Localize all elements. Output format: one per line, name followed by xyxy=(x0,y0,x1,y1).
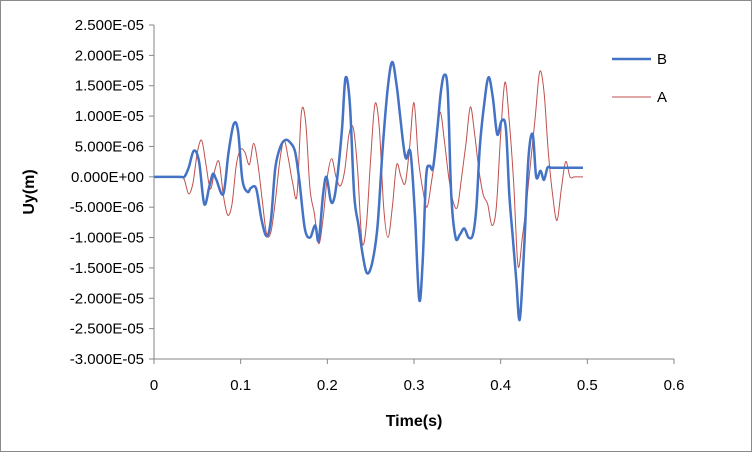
x-tick-label: 0.3 xyxy=(404,377,425,394)
series-layer xyxy=(153,60,583,322)
y-tick-label: -3.000E-05 xyxy=(70,351,144,368)
x-tick-label: 0 xyxy=(150,377,158,394)
legend-b-label: B xyxy=(657,51,667,68)
y-tick-label: 1.500E-05 xyxy=(75,78,144,95)
legend-a-label: A xyxy=(657,89,667,106)
y-tick-label: 2.000E-05 xyxy=(75,47,144,64)
series-a-line xyxy=(153,70,583,268)
x-tick-label: 0.5 xyxy=(577,377,598,394)
y-tick-label: -2.500E-05 xyxy=(70,321,144,338)
x-tick-label: 0.1 xyxy=(230,377,251,394)
y-axis-title: Uy(m) xyxy=(21,169,38,214)
x-tick-label: 0.4 xyxy=(490,377,511,394)
y-tick-label: 1.000E-05 xyxy=(75,108,144,125)
y-tick-label: 2.500E-05 xyxy=(75,17,144,34)
x-axis: 0 0.1 0.2 0.3 0.4 0.5 0.6 xyxy=(150,358,685,394)
y-tick-label: -1.000E-05 xyxy=(70,230,144,247)
y-tick-label: -5.000E-06 xyxy=(70,199,144,216)
y-tick-label: 5.000E-06 xyxy=(75,138,144,155)
y-tick-label: 0.000E+00 xyxy=(71,169,144,186)
x-axis-title: Time(s) xyxy=(386,413,443,430)
y-axis: 2.500E-05 2.000E-05 1.500E-05 1.000E-05 5.00… xyxy=(70,17,155,368)
series-b-line xyxy=(153,60,583,322)
x-tick-label: 0.6 xyxy=(664,377,685,394)
y-tick-label: -2.000E-05 xyxy=(70,290,144,307)
y-tick-label: -1.500E-05 xyxy=(70,260,144,277)
x-tick-label: 0.2 xyxy=(317,377,338,394)
legend: BA xyxy=(612,51,667,106)
